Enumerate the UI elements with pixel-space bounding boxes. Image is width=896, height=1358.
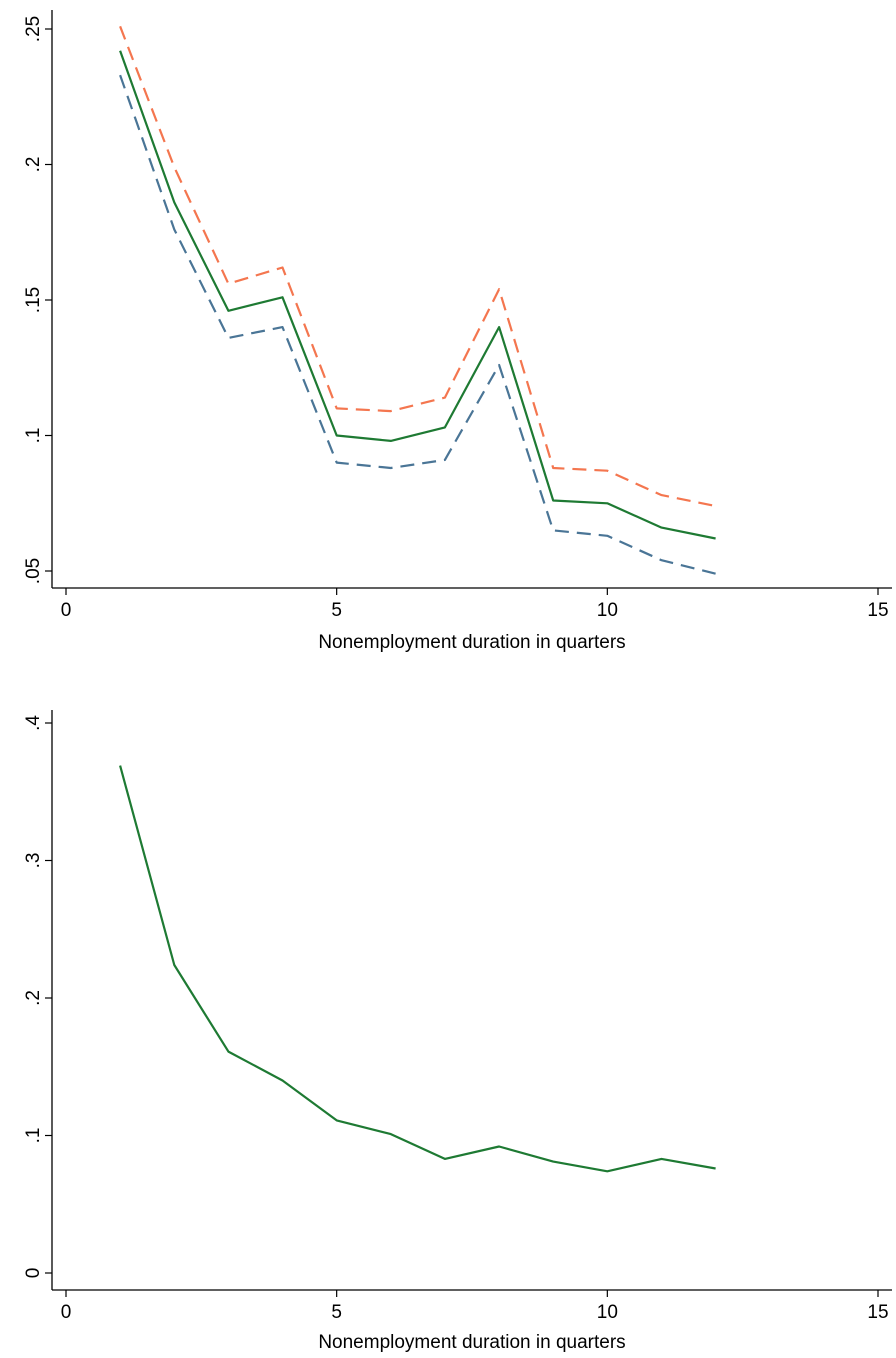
x-tick-label: 15 [867, 1302, 888, 1323]
y-tick-label: .1 [23, 428, 44, 444]
x-tick-label: 10 [597, 600, 618, 621]
chart-1: .05 .1 .15 .2 .25 0 5 10 15 Nonemployment duratio… [23, 10, 892, 653]
series-line-3 [119, 74, 716, 575]
x-tick-label: 0 [61, 600, 72, 621]
y-tick-label: .4 [23, 715, 44, 731]
series-line-2 [119, 50, 716, 540]
x-tick-label: 15 [867, 600, 888, 621]
x-tick-label: 0 [61, 1302, 72, 1323]
y-tick-label: .3 [23, 853, 44, 869]
y-tick-label: .2 [23, 157, 44, 173]
y-tick-label: .1 [23, 1128, 44, 1144]
series-line-1 [119, 25, 716, 508]
y-tick-label: .25 [23, 16, 44, 42]
x-tick-label: 10 [597, 1302, 618, 1323]
y-tick-label: .15 [23, 287, 44, 313]
x-tick-label: 5 [331, 600, 342, 621]
y-tick-label: .2 [23, 990, 44, 1006]
y-tick-label: 0 [23, 1268, 44, 1279]
x-axis-label: Nonemployment duration in quarters [318, 1332, 625, 1353]
x-tick-label: 5 [331, 1302, 342, 1323]
series-line-1 [119, 765, 716, 1173]
x-axis-label: Nonemployment duration in quarters [318, 632, 625, 653]
y-tick-label: .05 [23, 558, 44, 584]
chart-2: 0 .1 .2 .3 .4 0 5 10 15 Nonemployment duration in… [23, 710, 892, 1353]
